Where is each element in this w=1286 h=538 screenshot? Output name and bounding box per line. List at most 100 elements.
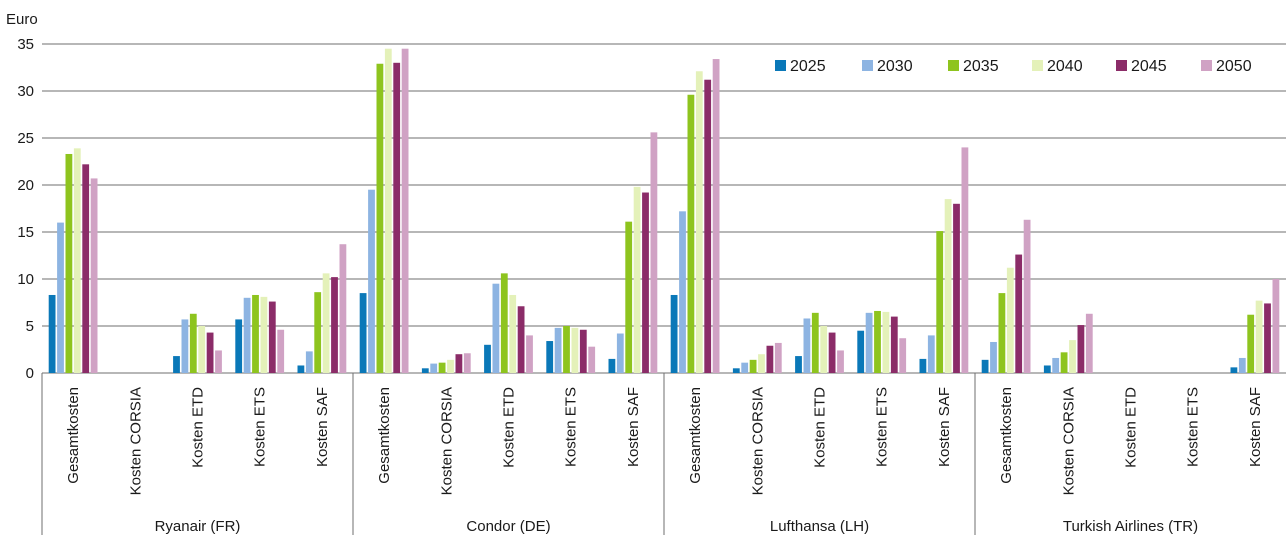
legend-swatch — [1032, 60, 1043, 71]
bar — [546, 341, 554, 373]
bar — [331, 277, 338, 373]
category-label: Kosten ETS — [874, 387, 891, 467]
bar — [421, 368, 429, 373]
legend-swatch — [775, 60, 786, 71]
category-label: Kosten SAF — [936, 387, 953, 467]
bar — [1085, 313, 1093, 373]
bar — [517, 306, 525, 373]
bar — [1006, 267, 1014, 373]
category-label: Kosten ETD — [812, 387, 829, 468]
bar — [670, 294, 678, 373]
bar — [82, 164, 90, 373]
bar — [608, 358, 616, 373]
bar — [189, 313, 197, 373]
bar — [1015, 254, 1023, 373]
bar — [953, 203, 960, 373]
bar — [235, 319, 243, 373]
bar — [297, 365, 305, 373]
bar — [384, 48, 392, 373]
category-label: Kosten ETS — [1185, 387, 1202, 467]
bar — [642, 192, 649, 373]
bar — [1230, 367, 1238, 373]
bar — [633, 186, 641, 373]
bar — [48, 294, 56, 373]
gridlines — [42, 43, 1286, 374]
bar — [1247, 314, 1255, 373]
y-tick-label: 20 — [17, 177, 34, 194]
bar — [260, 296, 268, 373]
legend-swatch — [1116, 60, 1127, 71]
category-label: Kosten CORSIA — [1060, 387, 1077, 495]
bar — [865, 312, 873, 373]
bar — [73, 148, 81, 373]
bar — [500, 273, 508, 373]
bar — [1264, 303, 1271, 373]
bar — [837, 350, 844, 373]
y-tick-label: 0 — [26, 365, 34, 382]
bar — [961, 147, 969, 373]
y-tick-label: 30 — [17, 83, 34, 100]
category-label: Kosten ETS — [563, 387, 580, 467]
bar — [181, 319, 189, 373]
bar — [463, 353, 471, 373]
bar — [857, 330, 865, 373]
bar — [554, 327, 562, 373]
y-tick-label: 10 — [17, 271, 34, 288]
bar — [1069, 340, 1076, 373]
bar — [625, 221, 633, 373]
bar — [268, 301, 276, 373]
bar — [890, 316, 898, 373]
bar — [484, 344, 491, 373]
bar — [252, 294, 259, 373]
group-label: Turkish Airlines (TR) — [1063, 518, 1198, 535]
bar — [1272, 279, 1280, 373]
bar — [509, 294, 517, 373]
bar — [57, 222, 64, 373]
bar — [563, 326, 570, 373]
bar — [314, 292, 322, 373]
legend-label: 2035 — [963, 58, 999, 75]
bar — [820, 326, 828, 373]
bar — [198, 326, 206, 373]
category-label: Kosten SAF — [1247, 387, 1264, 467]
bar — [803, 318, 811, 373]
bar — [1255, 300, 1263, 373]
bar — [990, 341, 997, 373]
category-label: Kosten SAF — [314, 387, 331, 467]
legend-label: 2025 — [790, 58, 826, 75]
bar — [1043, 365, 1051, 373]
category-label: Kosten CORSIA — [749, 387, 766, 495]
bar — [215, 350, 222, 373]
bar — [455, 354, 463, 373]
bar — [1077, 325, 1085, 373]
y-tick-label: 35 — [17, 36, 34, 53]
y-axis-label: Euro — [6, 11, 38, 28]
bar — [401, 48, 409, 373]
bar — [712, 59, 720, 373]
bar — [393, 62, 401, 374]
bar — [277, 329, 285, 373]
bar — [650, 132, 658, 373]
bar — [322, 273, 330, 373]
bar — [376, 63, 384, 374]
category-label: Kosten ETS — [252, 387, 269, 467]
y-tick-label: 5 — [26, 318, 34, 335]
bar — [695, 71, 703, 373]
category-label: Kosten ETD — [501, 387, 518, 468]
bar — [679, 211, 686, 373]
bar — [704, 79, 712, 373]
legend-swatch — [948, 60, 959, 71]
group-label: Ryanair (FR) — [155, 518, 241, 535]
bar — [758, 354, 765, 373]
bar — [90, 178, 98, 373]
bar — [1052, 357, 1060, 373]
bar — [430, 363, 438, 373]
category-label: Gesamtkosten — [376, 387, 393, 484]
bar — [173, 356, 180, 373]
category-label: Gesamtkosten — [687, 387, 704, 484]
bar — [981, 359, 989, 373]
bar — [571, 327, 579, 373]
bar — [616, 333, 624, 373]
